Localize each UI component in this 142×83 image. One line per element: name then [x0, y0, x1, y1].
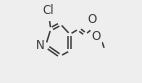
Text: N: N — [36, 39, 45, 52]
Text: O: O — [92, 30, 101, 43]
Text: Cl: Cl — [43, 4, 54, 17]
Text: O: O — [87, 13, 97, 26]
